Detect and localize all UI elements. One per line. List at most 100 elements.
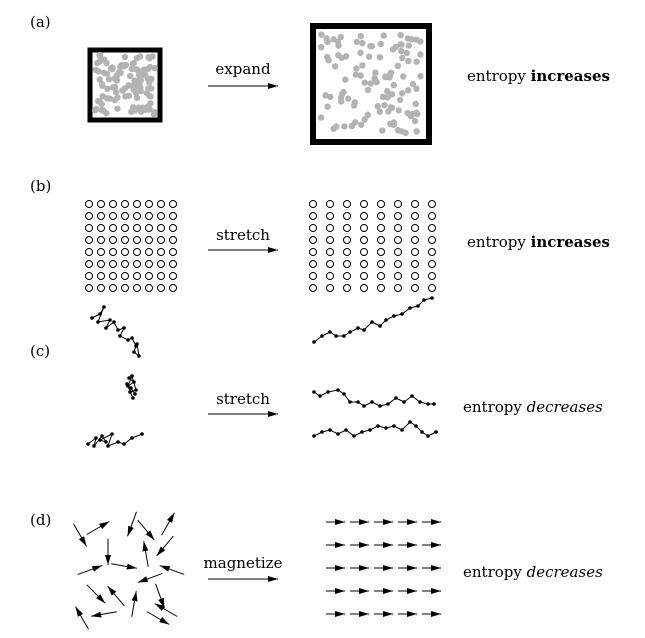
particle bbox=[398, 41, 405, 48]
lattice-site bbox=[394, 236, 402, 244]
particle bbox=[330, 125, 337, 133]
lattice-site bbox=[97, 260, 105, 268]
particle bbox=[358, 121, 365, 129]
chain-bead bbox=[420, 430, 424, 434]
particle bbox=[331, 63, 339, 70]
spins-aligned bbox=[326, 519, 441, 617]
particle bbox=[376, 53, 384, 61]
particle bbox=[92, 66, 99, 74]
lattice-site bbox=[157, 200, 165, 208]
particle bbox=[104, 85, 111, 93]
particle bbox=[341, 123, 348, 130]
lattice-site bbox=[428, 212, 436, 220]
particle bbox=[400, 73, 407, 80]
spin-arrow bbox=[86, 521, 110, 535]
lattice-site bbox=[377, 248, 385, 256]
lattice-site bbox=[109, 272, 117, 280]
chain-bead bbox=[408, 420, 412, 424]
chain-bead bbox=[376, 424, 380, 428]
particle bbox=[357, 32, 364, 40]
chain-bead bbox=[348, 330, 352, 334]
particle bbox=[350, 102, 358, 109]
particle bbox=[96, 98, 103, 105]
lattice-site bbox=[394, 200, 402, 208]
particle bbox=[359, 39, 366, 47]
particle bbox=[318, 31, 325, 38]
chain-bead bbox=[394, 396, 398, 400]
panel-b-label: (b) bbox=[30, 177, 51, 195]
result-d: entropy decreases bbox=[463, 563, 603, 581]
chain-bead bbox=[133, 392, 137, 396]
particle bbox=[337, 94, 345, 102]
particle bbox=[379, 127, 386, 134]
particle bbox=[118, 61, 126, 69]
spin-arrow bbox=[127, 511, 137, 537]
lattice-site bbox=[411, 224, 419, 232]
particle bbox=[359, 62, 366, 69]
magnetize-label: magnetize bbox=[204, 554, 283, 572]
lattice-site bbox=[133, 212, 141, 220]
lattice-site bbox=[360, 248, 368, 256]
chain-bead bbox=[122, 442, 126, 446]
chain-bead bbox=[96, 320, 100, 324]
lattice-site bbox=[360, 272, 368, 280]
lattice-site bbox=[394, 272, 402, 280]
chain-bead bbox=[100, 434, 104, 438]
lattice-site bbox=[326, 200, 334, 208]
particle bbox=[388, 91, 396, 98]
particle bbox=[150, 111, 158, 118]
particle bbox=[98, 106, 105, 114]
particle bbox=[144, 75, 152, 83]
stretch-label-b: stretch bbox=[216, 226, 270, 244]
lattice-site bbox=[377, 200, 385, 208]
lattice-site bbox=[394, 248, 402, 256]
particle bbox=[409, 80, 417, 88]
particle bbox=[112, 89, 120, 96]
particle bbox=[133, 66, 140, 73]
chain-bead bbox=[131, 396, 135, 400]
lattice-site bbox=[360, 212, 368, 220]
particle bbox=[365, 53, 373, 60]
lattice-site bbox=[145, 200, 153, 208]
particle bbox=[342, 76, 349, 83]
chain-bead bbox=[416, 304, 420, 308]
chain-bead bbox=[368, 428, 372, 432]
expand-label: expand bbox=[215, 60, 271, 78]
chain-bead bbox=[334, 334, 338, 338]
particle bbox=[93, 105, 100, 113]
lattice-site bbox=[109, 224, 117, 232]
panel-a-label: (a) bbox=[30, 13, 51, 31]
chain-bead bbox=[320, 334, 324, 338]
lattice-site bbox=[109, 212, 117, 220]
particle bbox=[116, 68, 123, 76]
lattice-site bbox=[343, 272, 351, 280]
stretched-chain bbox=[313, 297, 433, 343]
chain-bead bbox=[370, 320, 374, 324]
chain-bead bbox=[336, 388, 340, 392]
particle bbox=[399, 54, 406, 62]
lattice-site bbox=[133, 284, 141, 292]
particle bbox=[398, 89, 406, 97]
lattice-site bbox=[169, 260, 177, 268]
particle bbox=[109, 84, 117, 91]
lattice-site bbox=[377, 272, 385, 280]
lattice-site bbox=[97, 212, 105, 220]
particle bbox=[337, 33, 345, 41]
lattice-site bbox=[343, 236, 351, 244]
particle bbox=[390, 81, 398, 89]
particle bbox=[413, 36, 420, 43]
stretch-label-c: stretch bbox=[216, 390, 270, 408]
spin-arrow bbox=[137, 573, 163, 583]
lattice-site bbox=[133, 200, 141, 208]
chain-bead bbox=[328, 428, 332, 432]
particle bbox=[389, 46, 397, 53]
chain-bead bbox=[118, 334, 122, 338]
lattice-site bbox=[169, 200, 177, 208]
particle bbox=[374, 102, 381, 110]
result-b: entropy increases bbox=[467, 233, 610, 251]
chain-bead bbox=[392, 424, 396, 428]
spin-arrow bbox=[156, 535, 174, 557]
spin-arrow bbox=[77, 565, 103, 575]
lattice-site bbox=[121, 212, 129, 220]
chain-bead bbox=[104, 326, 108, 330]
